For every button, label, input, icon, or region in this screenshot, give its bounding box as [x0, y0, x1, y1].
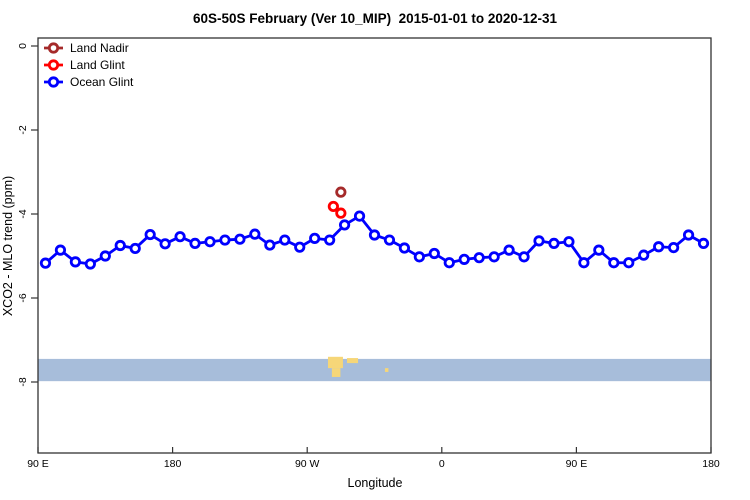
data-point-ocean-glint [84, 258, 96, 270]
data-point-ocean-glint [398, 242, 411, 254]
data-point-ocean-glint [458, 253, 470, 265]
plot-border [37, 37, 712, 454]
y-tick-label: 0 [17, 43, 29, 49]
data-point-ocean-glint [428, 247, 440, 260]
map-band-land-patch [327, 356, 343, 369]
data-point-ocean-glint [578, 257, 590, 269]
x-tick-label: 180 [164, 458, 182, 470]
legend-marker-land-glint [47, 59, 60, 71]
data-point-ocean-glint [338, 219, 351, 231]
map-band-land-patch [331, 368, 341, 377]
map-band-ocean [38, 358, 711, 382]
data-point-ocean-glint [638, 249, 650, 261]
data-point-ocean-glint [443, 257, 455, 269]
legend-marker-land-nadir [47, 42, 60, 54]
map-band-group [38, 356, 711, 382]
data-point-ocean-glint [279, 234, 291, 246]
data-point-ocean-glint [697, 237, 710, 249]
data-point-ocean-glint [174, 231, 186, 243]
data-point-ocean-glint [383, 234, 396, 246]
data-point-ocean-glint [114, 239, 126, 252]
data-point-ocean-glint [353, 210, 366, 222]
x-tick-label: 180 [702, 458, 720, 470]
data-point-ocean-glint [204, 236, 216, 248]
data-point-ocean-glint [518, 251, 530, 263]
data-point-ocean-glint [413, 251, 425, 263]
data-point-ocean-glint [548, 237, 560, 249]
data-point-ocean-glint [264, 239, 276, 251]
data-point-ocean-glint [39, 257, 52, 269]
data-point-land-glint [327, 200, 339, 213]
x-tick-label: 90 E [27, 458, 49, 470]
x-tick-label: 90 W [295, 458, 320, 470]
data-point-ocean-glint [189, 237, 201, 249]
x-axis-title: Longitude [348, 476, 403, 490]
data-point-ocean-glint [668, 242, 680, 254]
data-point-ocean-glint [593, 244, 605, 256]
data-point-ocean-glint [682, 229, 695, 241]
y-tick-label: -8 [17, 377, 29, 386]
data-point-ocean-glint [324, 234, 336, 246]
data-point-ocean-glint [623, 257, 635, 269]
data-point-ocean-glint [533, 235, 545, 247]
data-point-ocean-glint [309, 232, 321, 244]
data-point-ocean-glint [54, 244, 67, 256]
axes-group: 90 E 180 90 W 0 90 E 180 0 -2 -4 -6 -8 [17, 37, 720, 470]
y-axis-title: XCO2 - MLO trend (ppm) [1, 176, 15, 316]
data-point-ocean-glint [653, 241, 665, 253]
data-point-ocean-glint [69, 256, 81, 268]
data-point-land-nadir [335, 186, 347, 198]
map-band-land-patch [346, 358, 359, 364]
data-point-ocean-glint [234, 233, 246, 245]
y-tick-label: -2 [17, 125, 29, 134]
data-point-land-glint [335, 207, 347, 219]
legend-label-ocean-glint: Ocean Glint [70, 75, 134, 89]
series-group [39, 186, 710, 270]
data-point-ocean-glint [219, 234, 231, 246]
x-tick-label: 0 [439, 458, 445, 470]
legend-label-land-nadir: Land Nadir [70, 41, 129, 55]
data-point-ocean-glint [608, 257, 620, 269]
chart-title: 60S-50S February (Ver 10_MIP) 2015-01-01… [193, 11, 557, 26]
y-tick-label: -4 [17, 209, 29, 218]
data-point-ocean-glint [563, 236, 575, 248]
legend-label-land-glint: Land Glint [70, 58, 125, 72]
data-point-ocean-glint [473, 252, 485, 264]
y-tick-label: -6 [17, 293, 29, 302]
x-tick-label: 90 E [566, 458, 588, 470]
data-point-ocean-glint [368, 229, 381, 241]
data-point-ocean-glint [159, 238, 171, 250]
data-point-ocean-glint [488, 251, 500, 263]
data-point-ocean-glint [99, 250, 111, 262]
data-point-ocean-glint [249, 228, 261, 240]
legend-marker-ocean-glint [47, 76, 60, 88]
data-point-ocean-glint [144, 228, 156, 241]
data-point-ocean-glint [294, 241, 306, 253]
data-point-ocean-glint [503, 244, 515, 256]
legend-group: Land Nadir Land Glint Ocean Glint [44, 41, 134, 89]
data-point-ocean-glint [129, 242, 141, 255]
map-band-land-patch [384, 368, 389, 372]
